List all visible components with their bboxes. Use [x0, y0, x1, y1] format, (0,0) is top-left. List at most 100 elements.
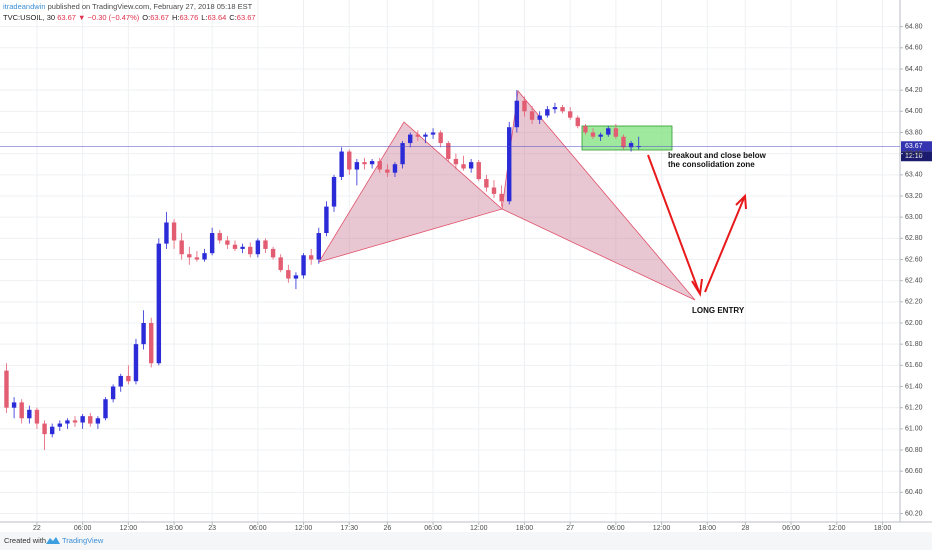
candle-body — [34, 409, 40, 424]
logo — [46, 537, 60, 544]
candle-body — [621, 136, 626, 148]
candle-body — [499, 193, 504, 202]
footer-text: Created with — [4, 536, 46, 545]
x-tick-label: 06:00 — [782, 525, 800, 532]
y-tick-label: 60.60 — [905, 468, 923, 475]
candle-body — [301, 255, 306, 276]
candle-body — [575, 117, 580, 127]
arrows — [647, 154, 747, 297]
quote-label: O: — [142, 13, 150, 22]
footer-brand[interactable]: TradingView — [62, 536, 104, 545]
candle-body — [248, 246, 253, 255]
candle-body — [57, 423, 62, 427]
candle-body — [171, 222, 177, 241]
y-tick-label: 61.40 — [905, 383, 923, 390]
candle-body — [179, 240, 184, 255]
candle-body — [95, 418, 101, 424]
x-tick-label: 12:00 — [295, 525, 313, 532]
y-tick-label: 63.60 — [905, 151, 923, 158]
author: itradeandwin — [3, 2, 46, 11]
last-price-text: 63.67 — [905, 143, 923, 150]
x-tick-label: 26 — [383, 525, 391, 532]
y-tick-label: 62.00 — [905, 320, 923, 327]
candle-body — [255, 240, 261, 255]
candle-body — [468, 162, 474, 169]
candle-body — [19, 402, 24, 419]
x-tick-label: 18:00 — [516, 525, 534, 532]
candle-body — [4, 370, 9, 408]
candle-body — [567, 111, 573, 118]
candle-body — [331, 176, 337, 207]
candle-body — [308, 255, 314, 260]
candle-body — [354, 162, 360, 170]
candle-body — [476, 162, 481, 180]
quote-value: 63.67 — [150, 13, 169, 22]
x-tick-label: 06:00 — [249, 525, 267, 532]
y-tick-label: 62.40 — [905, 278, 923, 285]
candle-body — [232, 244, 238, 249]
candle-body — [636, 146, 641, 148]
candle-body — [430, 132, 436, 135]
candle-body — [560, 107, 565, 112]
x-tick-label: 22 — [33, 525, 41, 532]
candle-body — [453, 158, 459, 165]
x-tick-label: 12:00 — [470, 525, 488, 532]
candle-body — [415, 134, 421, 137]
y-tick-label: 64.60 — [905, 45, 923, 52]
y-tick-label: 62.80 — [905, 235, 923, 242]
candle-body — [537, 115, 542, 120]
candle-body — [423, 134, 428, 137]
x-tick-label: 18:00 — [874, 525, 892, 532]
candle-body — [461, 164, 466, 169]
quote-label: H: — [172, 13, 180, 22]
published: published on TradingView.com, February 2… — [48, 2, 253, 11]
candle-body — [407, 134, 413, 144]
annotation: the consolidation zone — [668, 160, 755, 169]
x-tick-label: 18:00 — [165, 525, 183, 532]
candle-body — [11, 402, 17, 408]
candle-body — [209, 233, 215, 254]
candle-body — [263, 240, 268, 249]
x-tick-label: 06:00 — [424, 525, 442, 532]
candle-body — [552, 107, 558, 110]
header: itradeandwin published on TradingView.co… — [3, 2, 253, 11]
candle-body — [217, 233, 222, 241]
x-tick-label: 06:00 — [74, 525, 92, 532]
arrow-down — [647, 154, 700, 293]
candle-body — [362, 162, 367, 165]
candle-body — [491, 187, 497, 194]
y-tick-label: 60.80 — [905, 447, 923, 454]
candle-body — [316, 233, 321, 260]
y-tick-label: 60.20 — [905, 510, 923, 517]
candle-body — [164, 222, 169, 244]
x-tick-label: 12:00 — [653, 525, 671, 532]
candle-body — [583, 126, 588, 133]
candle-body — [522, 100, 527, 112]
quote-line: TVC:USOIL, 30 63.67 ▼ −0.30 (−0.47%) O:63… — [3, 13, 256, 22]
quote-value: 63.67 — [237, 13, 256, 22]
y-tick-label: 63.20 — [905, 193, 923, 200]
x-tick-label: 23 — [208, 525, 216, 532]
candle-body — [529, 111, 535, 120]
candle-body — [110, 386, 116, 400]
arrow-up — [704, 197, 745, 293]
quote-label: L: — [201, 13, 207, 22]
arrow-head — [735, 193, 747, 210]
candle-body — [347, 151, 352, 170]
y-tick-label: 61.00 — [905, 426, 923, 433]
candle-body — [133, 344, 139, 382]
y-tick-label: 64.20 — [905, 87, 923, 94]
candle-body — [240, 246, 245, 249]
pattern-triangle — [318, 121, 503, 263]
candle-body — [606, 128, 611, 135]
symbol: TVC:USOIL, 30 — [3, 13, 55, 22]
candle-body — [225, 240, 230, 245]
annotation: breakout and close below — [668, 151, 767, 160]
change: 63.67 ▼ −0.30 (−0.47%) — [57, 13, 140, 22]
candle-body — [484, 179, 489, 188]
y-tick-label: 61.80 — [905, 341, 923, 348]
candle-body — [49, 426, 55, 435]
candle-body — [187, 254, 192, 258]
